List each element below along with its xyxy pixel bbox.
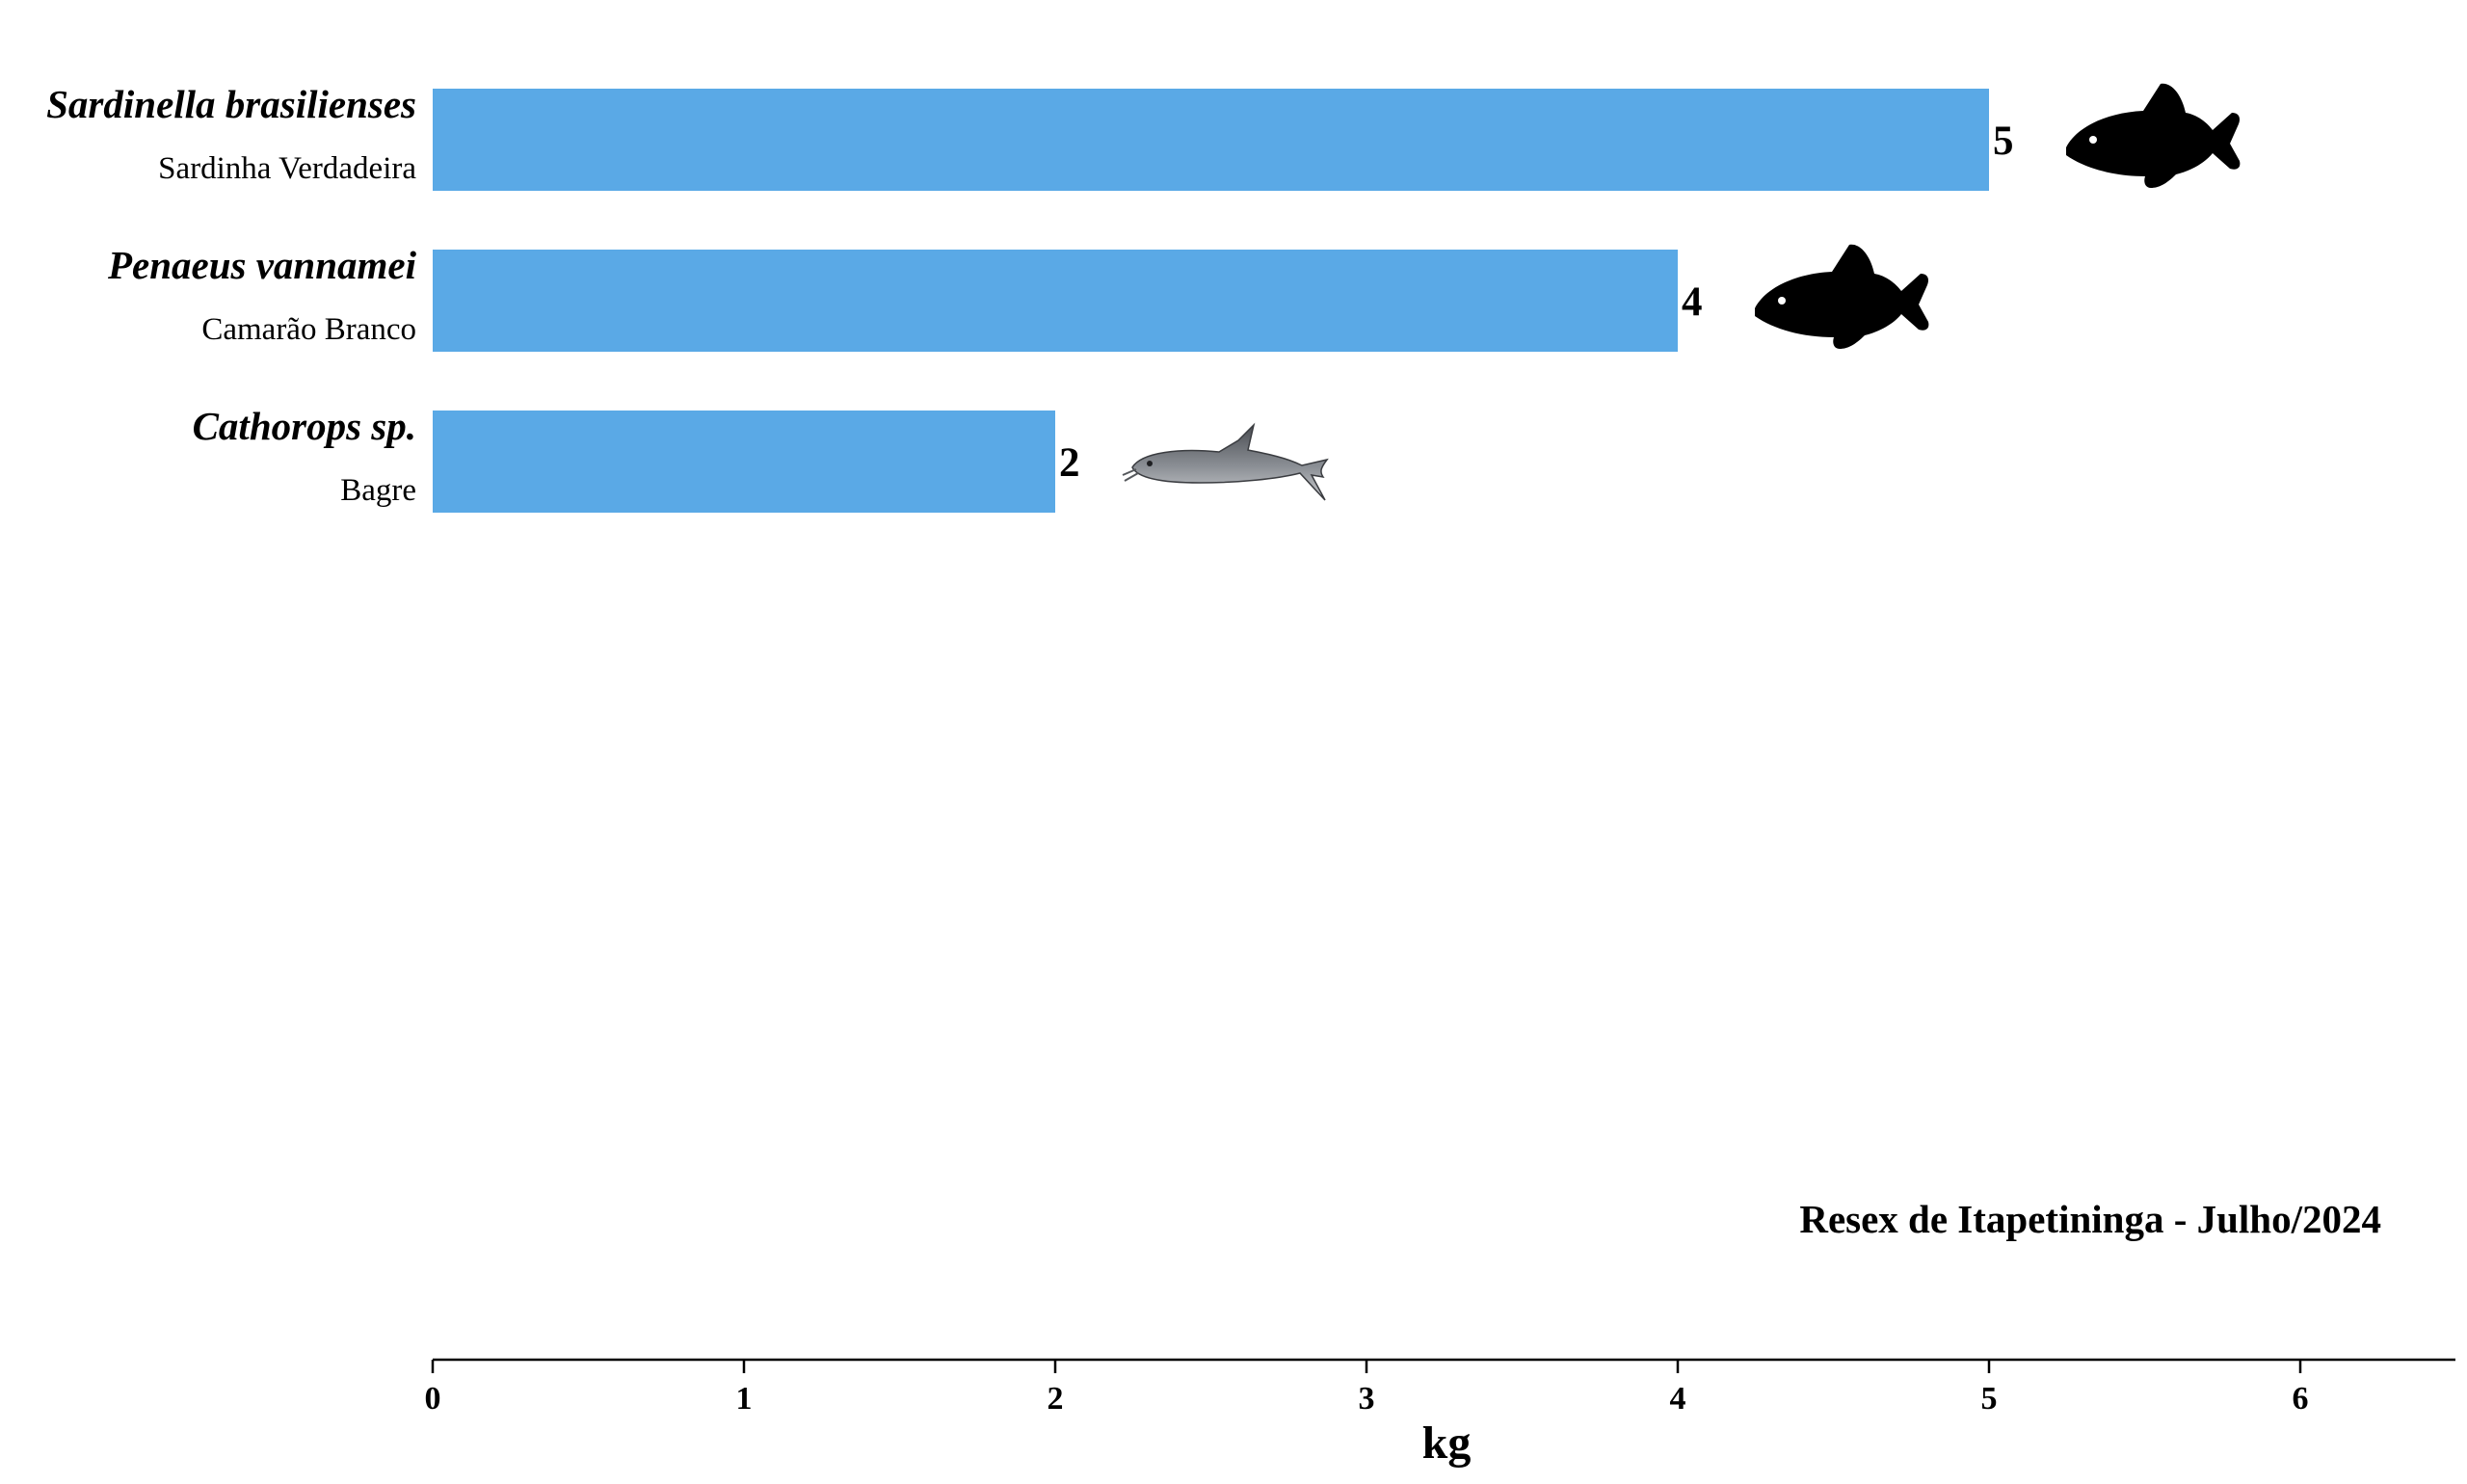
fish-silhouette-icon (2066, 83, 2241, 188)
bar-2 (433, 250, 1678, 352)
x-tick-label: 0 (425, 1381, 441, 1417)
category-scientific-name: Cathorops sp. (193, 404, 416, 448)
fish-silhouette-icon (1755, 244, 1929, 349)
bars-group: 5 4 2 (433, 89, 2014, 513)
x-tick-label: 6 (2293, 1381, 2309, 1417)
bar-1 (433, 89, 1989, 191)
bar-3 (433, 411, 1055, 513)
x-tick-label: 2 (1048, 1381, 1064, 1417)
category-scientific-name: Penaeus vannamei (107, 243, 417, 287)
bar-value-label: 5 (1993, 119, 2014, 164)
x-axis: 0 1 2 3 4 5 6 (425, 1358, 2455, 1417)
category-scientific-name: Sardinella brasilienses (46, 82, 416, 126)
category-labels-group: Sardinella brasilienses Sardinha Verdadei… (46, 82, 416, 508)
bar-value-label: 2 (1059, 440, 1080, 486)
species-icons-group (1122, 83, 2241, 501)
chart-annotation: Resex de Itapetininga - Julho/2024 (1799, 1197, 2381, 1241)
catfish-photo-icon (1122, 422, 1329, 501)
x-tick-label: 3 (1359, 1381, 1375, 1417)
category-common-name: Bagre (340, 473, 416, 508)
category-common-name: Camarão Branco (201, 312, 416, 347)
x-tick-label: 1 (736, 1381, 753, 1417)
x-tick-label: 5 (1981, 1381, 1998, 1417)
x-axis-title: kg (1422, 1418, 1472, 1469)
x-tick-label: 4 (1670, 1381, 1686, 1417)
bar-value-label: 4 (1682, 279, 1703, 325)
category-common-name: Sardinha Verdadeira (158, 151, 416, 186)
